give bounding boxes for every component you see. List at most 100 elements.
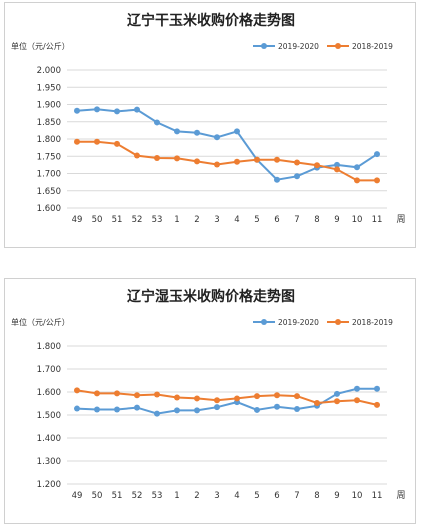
wet-point-2018-2019-5 <box>254 393 260 400</box>
legend-item-2018-2019: 2018-2019 <box>327 42 393 51</box>
x-tick-label: 11 <box>372 215 383 225</box>
dry-point-2019-2020-2 <box>194 129 200 136</box>
dry-corn-price-chart: 辽宁干玉米收购价格走势图 单位（元/公斤） 2019-2020 2018-2019 2.… <box>4 2 416 248</box>
dry-point-2018-2019-1 <box>174 155 180 162</box>
dry-point-2018-2019-11 <box>374 177 380 184</box>
x-tick-label: 5 <box>254 491 259 501</box>
x-tick-label: 2 <box>194 491 199 501</box>
wet-point-2019-2020-7 <box>294 406 300 413</box>
x-tick-label: 51 <box>112 491 123 501</box>
legend-marker <box>261 43 267 49</box>
x-tick-label: 49 <box>72 215 83 225</box>
dry-point-2019-2020-51 <box>114 108 120 115</box>
legend-item-2018-2019: 2018-2019 <box>327 318 393 327</box>
dry-point-2018-2019-49 <box>74 138 80 145</box>
legend-marker <box>261 319 267 325</box>
dry-point-2019-2020-11 <box>374 151 380 158</box>
y-tick-label: 1.300 <box>37 457 61 467</box>
wet-point-2018-2019-6 <box>274 392 280 399</box>
y-tick-label: 1.800 <box>37 135 61 145</box>
dry-point-2018-2019-4 <box>234 158 240 165</box>
x-tick-label: 52 <box>132 215 143 225</box>
unit-label: 单位（元/公斤） <box>11 41 70 51</box>
wet-point-2018-2019-2 <box>194 395 200 402</box>
wet-point-2018-2019-49 <box>74 387 80 394</box>
dry-point-2019-2020-50 <box>94 106 100 113</box>
wet-point-2018-2019-1 <box>174 394 180 401</box>
wet-point-2018-2019-51 <box>114 390 120 397</box>
chart-title: 辽宁湿玉米收购价格走势图 <box>127 288 295 305</box>
dry-point-2018-2019-53 <box>154 154 160 161</box>
y-tick-label: 1.750 <box>37 152 61 162</box>
wet-point-2019-2020-52 <box>134 404 140 411</box>
wet-point-2019-2020-2 <box>194 407 200 414</box>
wet-point-2019-2020-3 <box>214 404 220 411</box>
x-tick-label: 9 <box>334 215 339 225</box>
x-tick-label: 1 <box>174 491 179 501</box>
wet-point-2018-2019-52 <box>134 392 140 399</box>
x-tick-label: 8 <box>314 491 319 501</box>
dry-series-line-2019-2020 <box>76 108 378 181</box>
dry-point-2018-2019-5 <box>254 156 260 163</box>
y-tick-label: 1.400 <box>37 434 61 444</box>
wet-point-2018-2019-53 <box>154 391 160 398</box>
x-axis-label: 周 <box>396 490 405 501</box>
dry-point-2019-2020-49 <box>74 107 80 114</box>
wet-point-2019-2020-11 <box>374 385 380 392</box>
x-tick-label: 3 <box>214 491 219 501</box>
dry-point-2019-2020-4 <box>234 128 240 135</box>
wet-point-2019-2020-5 <box>254 406 260 413</box>
dry-point-2019-2020-10 <box>354 164 360 171</box>
x-tick-label: 53 <box>152 215 163 225</box>
legend-label: 2018-2019 <box>352 318 393 327</box>
x-tick-label: 4 <box>234 491 239 501</box>
dry-point-2018-2019-8 <box>314 162 320 169</box>
wet-corn-price-chart: 辽宁湿玉米收购价格走势图单位（元/公斤） 2019-2020 2018-2019 1.… <box>4 278 416 524</box>
wet-point-2018-2019-11 <box>374 401 380 408</box>
x-tick-label: 3 <box>214 215 219 225</box>
x-tick-label: 50 <box>92 215 103 225</box>
dry-point-2019-2020-3 <box>214 134 220 141</box>
x-tick-label: 11 <box>372 491 383 501</box>
dry-point-2018-2019-50 <box>94 138 100 145</box>
wet-point-2018-2019-8 <box>314 400 320 407</box>
wet-point-2018-2019-10 <box>354 397 360 404</box>
x-tick-label: 5 <box>254 215 259 225</box>
wet-point-2018-2019-7 <box>294 393 300 400</box>
legend-marker <box>335 319 341 325</box>
x-tick-label: 49 <box>72 491 83 501</box>
x-tick-label: 6 <box>274 215 279 225</box>
wet-point-2019-2020-50 <box>94 406 100 413</box>
dry-point-2019-2020-1 <box>174 128 180 135</box>
dry-point-2019-2020-9 <box>334 161 340 168</box>
y-tick-label: 1.850 <box>37 118 61 128</box>
y-tick-label: 1.900 <box>37 101 61 111</box>
legend-label: 2019-2020 <box>278 318 319 327</box>
dry-point-2018-2019-51 <box>114 140 120 147</box>
x-tick-label: 8 <box>314 215 319 225</box>
x-tick-label: 53 <box>152 491 163 501</box>
y-tick-label: 2.000 <box>37 66 61 76</box>
wet-point-2019-2020-51 <box>114 406 120 413</box>
wet-series-line-2019-2020 <box>76 387 377 415</box>
y-tick-label: 1.700 <box>37 365 61 375</box>
legend-marker <box>335 43 341 49</box>
wet-point-2018-2019-50 <box>94 390 100 397</box>
y-tick-label: 1.500 <box>37 411 61 421</box>
unit-label: 单位（元/公斤） <box>11 317 70 327</box>
x-tick-label: 50 <box>92 491 103 501</box>
x-tick-label: 52 <box>132 491 143 501</box>
legend-label: 2018-2019 <box>352 42 393 51</box>
wet-point-2019-2020-9 <box>334 390 340 397</box>
wet-point-2018-2019-3 <box>214 397 220 404</box>
dry-point-2019-2020-53 <box>154 119 160 126</box>
wet-point-2018-2019-9 <box>334 398 340 405</box>
x-tick-label: 10 <box>352 215 363 225</box>
wet-point-2019-2020-6 <box>274 403 280 410</box>
legend-label: 2019-2020 <box>278 42 319 51</box>
dry-point-2018-2019-10 <box>354 177 360 184</box>
dry-point-2019-2020-52 <box>134 106 140 113</box>
wet-point-2019-2020-10 <box>354 385 360 392</box>
